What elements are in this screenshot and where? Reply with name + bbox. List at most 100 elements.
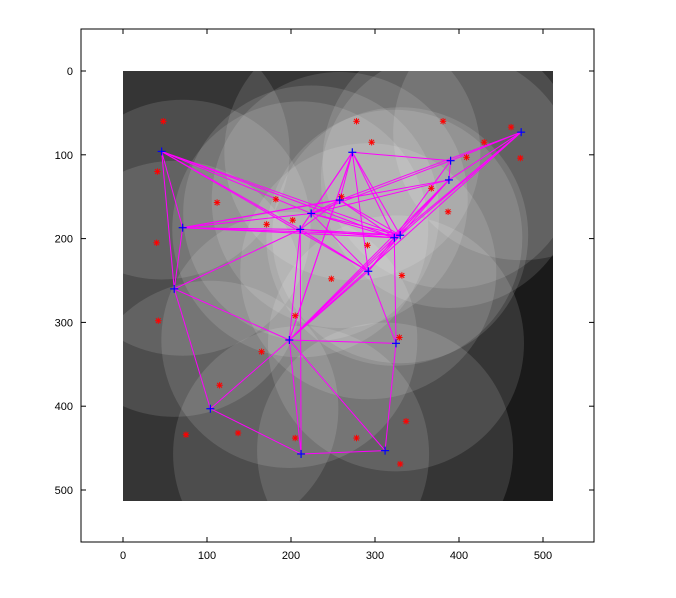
red-point-stroke [481, 139, 487, 145]
red-point-stroke [292, 312, 298, 319]
red-point-stroke [445, 209, 451, 215]
red-point [153, 239, 160, 246]
red-point-stroke [153, 240, 160, 246]
blue-point [285, 335, 294, 344]
red-point-stroke [183, 431, 189, 438]
edge-line [393, 160, 452, 239]
red-point [428, 185, 435, 192]
red-point [481, 139, 488, 146]
red-point-stroke [440, 118, 446, 125]
red-point [258, 348, 265, 355]
red-point [272, 196, 280, 203]
red-point-stroke [368, 139, 375, 145]
red-point-stroke [289, 217, 296, 223]
edge-line [299, 213, 312, 230]
red-point [289, 216, 296, 224]
y-tick-label: 400 [55, 401, 73, 413]
red-point [160, 118, 167, 125]
edge-line [352, 151, 451, 162]
blue-point [206, 404, 215, 413]
edge-line [161, 151, 184, 228]
red-point-stroke [463, 154, 470, 161]
red-point [234, 429, 242, 437]
image-disk [224, 71, 481, 281]
image-disk [257, 322, 514, 501]
red-point-stroke [428, 185, 435, 192]
x-tick-label: 300 [366, 550, 384, 562]
red-point [292, 312, 299, 319]
y-tick-label: 100 [55, 150, 73, 162]
x-tick-label: 500 [534, 550, 552, 562]
red-point-stroke [214, 199, 220, 206]
red-point-stroke [396, 334, 403, 341]
y-tick-label: 500 [55, 485, 73, 497]
red-point-stroke [399, 272, 405, 279]
edge-line [182, 212, 312, 229]
edge-line [367, 237, 395, 272]
edge-line [161, 151, 369, 272]
edge-line [174, 288, 290, 341]
edge-line [311, 179, 450, 214]
red-point-stroke [328, 276, 335, 282]
blue-point [307, 209, 316, 218]
blue-points-layer [157, 128, 526, 458]
edge-line [300, 228, 395, 239]
edge-line [161, 150, 395, 239]
red-point-stroke [154, 168, 161, 175]
red-point-stroke [364, 242, 371, 249]
blue-point [390, 233, 399, 242]
edge-line [448, 131, 522, 181]
red-point [507, 123, 515, 131]
edges-layer [161, 131, 522, 455]
edge-line [288, 339, 302, 455]
x-tick-label: 200 [282, 550, 300, 562]
red-point [216, 382, 223, 389]
edge-line [174, 228, 301, 290]
red-point-stroke [397, 461, 403, 467]
edge-line [173, 288, 211, 409]
edge-line [182, 179, 450, 229]
blue-point [157, 147, 166, 156]
red-point [517, 154, 524, 162]
image-disk [123, 160, 303, 417]
edge-line [288, 179, 450, 341]
edge-line [310, 160, 451, 214]
y-tick-label: 200 [55, 234, 73, 246]
x-tick-label: 400 [450, 550, 468, 562]
edge-line [393, 179, 450, 239]
red-point [353, 434, 360, 442]
edge-line [351, 152, 401, 236]
blue-point [381, 446, 390, 455]
red-point [292, 434, 299, 442]
edge-line [339, 199, 395, 239]
edge-line [288, 152, 353, 341]
edge-line [299, 199, 341, 230]
red-point [397, 460, 404, 468]
red-point-stroke [353, 118, 360, 125]
x-tick-label: 0 [120, 550, 126, 562]
edge-line [210, 339, 290, 410]
blue-point [348, 148, 357, 157]
y-tick-label: 300 [55, 317, 73, 329]
edge-line [310, 213, 369, 272]
edge-line [300, 228, 401, 236]
red-point [444, 208, 452, 215]
edge-line [182, 227, 395, 239]
edge-line [393, 237, 397, 344]
image-disk [320, 71, 553, 308]
edge-line [299, 229, 302, 454]
red-point-stroke [160, 118, 167, 125]
red-point-stroke [353, 435, 360, 441]
red-point [213, 199, 221, 206]
red-point [364, 242, 371, 249]
blue-point [364, 267, 373, 276]
edge-line [288, 339, 386, 451]
x-axis-ticks: 0 100 200 300 400 500 [120, 29, 552, 562]
edge-line [288, 229, 301, 341]
edge-line [182, 227, 301, 230]
edge-line [339, 199, 401, 236]
blue-point [396, 231, 405, 240]
edge-line [339, 131, 522, 201]
